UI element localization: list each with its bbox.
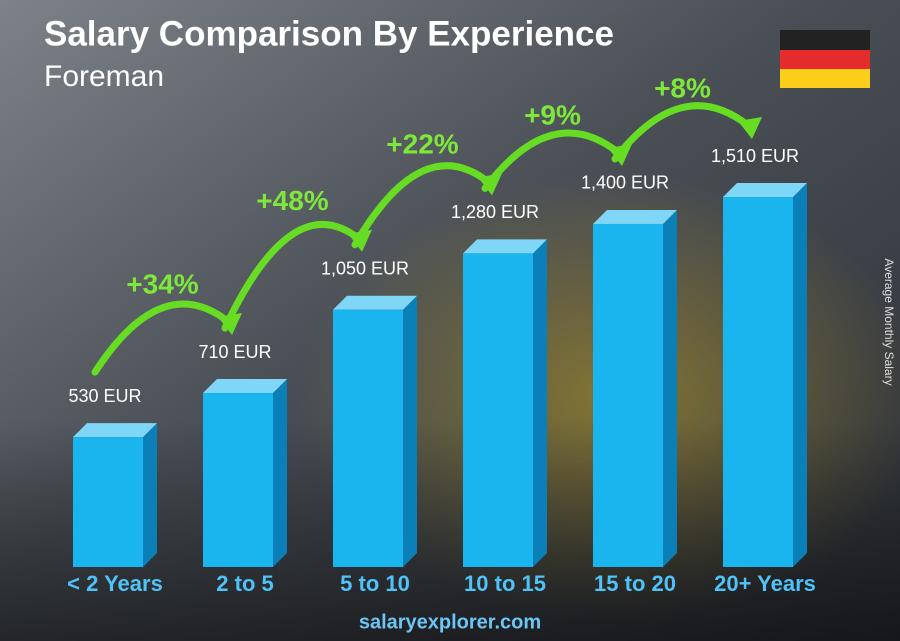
bar-top (333, 295, 417, 310)
bar-side (533, 239, 547, 568)
value-label: 530 EUR (68, 386, 141, 406)
chart-subtitle: Foreman (44, 60, 164, 93)
source: salaryexplorer.com (359, 611, 541, 633)
change-label: +8% (654, 72, 711, 103)
change-arrow (351, 162, 494, 249)
x-tick-label: 10 to 15 (464, 571, 546, 596)
chart-title: Salary Comparison By Experience (44, 14, 614, 53)
bar (463, 253, 533, 568)
flag (780, 30, 870, 88)
bar-top (203, 379, 287, 394)
bar (73, 437, 143, 567)
bar-side (143, 423, 157, 567)
change-arrow-head (738, 117, 762, 139)
change-label: +34% (126, 268, 198, 299)
value-label: 1,280 EUR (451, 202, 539, 222)
bar-side (793, 183, 807, 567)
change-arrow (91, 300, 234, 376)
change-arrow (611, 102, 754, 163)
x-tick-label: 15 to 20 (594, 571, 676, 596)
bar (723, 197, 793, 567)
bar-top (593, 209, 677, 224)
bar (203, 393, 273, 567)
x-tick-label: 2 to 5 (216, 571, 273, 596)
bar-side (403, 295, 417, 567)
change-arrow (481, 129, 624, 192)
value-label: 1,050 EUR (321, 258, 409, 278)
change-label: +48% (256, 185, 328, 216)
change-label: +9% (524, 99, 581, 130)
bar-side (663, 209, 677, 567)
bar-side (273, 379, 287, 567)
value-label: 1,510 EUR (711, 146, 799, 166)
change-arrow (221, 220, 364, 332)
bar (593, 223, 663, 567)
x-tick-label: < 2 Years (67, 571, 163, 596)
bar (333, 309, 403, 567)
value-label: 710 EUR (198, 342, 271, 362)
bar-top (73, 423, 157, 438)
bar-top (463, 239, 547, 254)
x-tick-label: 20+ Years (714, 571, 816, 596)
x-tick-label: 5 to 10 (340, 571, 410, 596)
bar-top (723, 183, 807, 197)
y-axis-label: Average Monthly Salary (882, 258, 896, 385)
change-label: +22% (386, 129, 458, 160)
value-label: 1,400 EUR (581, 173, 669, 193)
